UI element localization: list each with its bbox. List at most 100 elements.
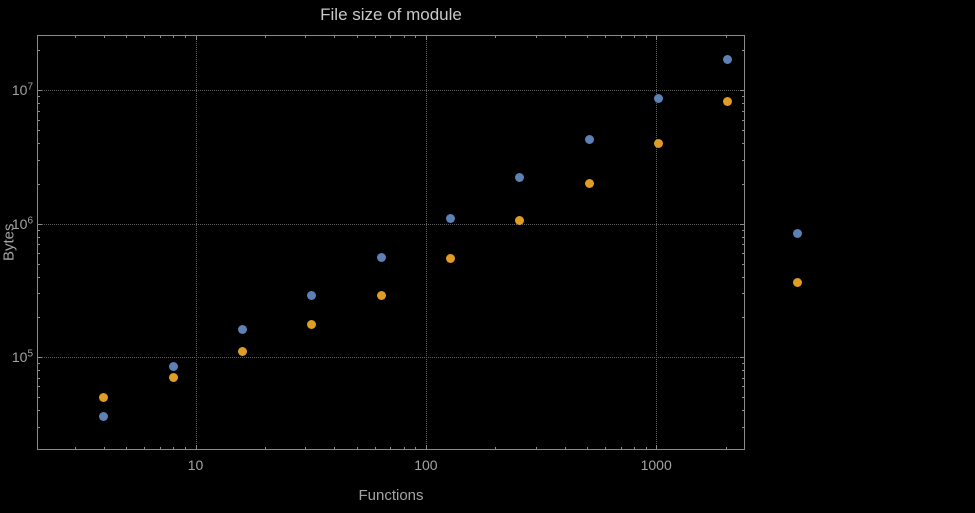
x-tick-mark — [605, 35, 607, 38]
y-tick-mark — [37, 96, 40, 98]
x-tick-mark — [633, 35, 635, 38]
y-tick-mark — [37, 160, 40, 161]
x-tick-mark — [586, 35, 588, 38]
y-tick-mark — [37, 90, 42, 92]
x-tick-mark — [495, 35, 497, 38]
gridline-vertical — [195, 35, 197, 450]
x-tick-mark — [173, 35, 175, 38]
x-tick-mark — [645, 35, 647, 38]
x-tick-label: 10 — [187, 457, 204, 473]
y-tick-mark — [742, 397, 745, 398]
x-tick-mark — [305, 447, 307, 450]
y-tick-mark — [37, 103, 40, 105]
x-tick-mark — [103, 447, 105, 450]
y-tick-mark — [37, 110, 40, 112]
y-tick-mark — [37, 386, 40, 388]
x-tick-mark — [425, 35, 427, 40]
y-tick-label: 105 — [11, 348, 33, 365]
x-tick-mark — [305, 35, 307, 38]
plot-area — [37, 35, 802, 450]
x-tick-mark — [264, 35, 266, 38]
x-tick-mark — [564, 447, 566, 450]
y-tick-mark — [37, 369, 40, 371]
plot-frame — [37, 35, 745, 450]
y-tick-mark — [742, 119, 745, 121]
y-tick-mark — [37, 316, 40, 318]
x-tick-mark — [334, 35, 336, 38]
y-tick-label: 106 — [11, 214, 33, 232]
x-tick-mark — [620, 35, 622, 38]
data-point — [99, 411, 109, 421]
x-tick-mark — [535, 447, 537, 450]
y-tick-mark — [742, 263, 745, 265]
x-tick-mark — [185, 447, 186, 450]
y-tick-mark — [37, 50, 40, 52]
x-tick-mark — [103, 35, 105, 38]
x-tick-mark — [195, 35, 197, 40]
y-tick-mark — [742, 386, 745, 388]
y-tick-mark — [37, 356, 42, 358]
y-tick-mark — [742, 244, 745, 246]
y-tick-mark — [742, 293, 745, 295]
gridline-vertical — [656, 35, 658, 450]
data-point — [238, 346, 247, 356]
y-tick-mark — [742, 229, 745, 231]
x-tick-mark — [185, 35, 186, 38]
x-tick-mark — [390, 35, 392, 38]
data-point — [446, 253, 455, 263]
y-tick-mark — [37, 143, 40, 145]
y-tick-mark — [37, 397, 40, 398]
y-tick-mark — [37, 229, 40, 231]
x-tick-label: 1000 — [640, 457, 672, 473]
data-point — [584, 134, 594, 144]
x-tick-mark — [403, 35, 405, 38]
y-tick-mark — [37, 130, 40, 132]
y-tick-mark — [37, 362, 40, 364]
y-tick-mark — [37, 183, 40, 185]
x-tick-mark — [144, 447, 146, 450]
y-tick-mark — [742, 409, 745, 411]
data-point — [238, 325, 247, 335]
x-tick-mark — [656, 35, 658, 40]
gridline-horizontal — [37, 223, 745, 225]
data-point — [515, 173, 525, 183]
x-tick-mark — [264, 447, 266, 450]
data-point — [168, 373, 178, 382]
x-tick-mark — [725, 35, 727, 38]
y-tick-mark — [37, 244, 40, 246]
y-tick-mark — [742, 160, 745, 161]
x-tick-mark — [159, 447, 161, 450]
x-tick-mark — [605, 447, 607, 450]
y-tick-mark — [37, 377, 40, 379]
data-point — [99, 392, 109, 402]
y-tick-mark — [37, 409, 40, 411]
y-tick-mark — [37, 276, 40, 278]
x-tick-mark — [390, 447, 392, 450]
y-tick-mark — [742, 96, 745, 98]
data-point — [654, 138, 664, 148]
y-tick-mark — [37, 263, 40, 265]
x-tick-mark — [126, 35, 128, 38]
y-tick-mark — [742, 369, 745, 371]
x-tick-mark — [403, 447, 405, 450]
data-point — [723, 55, 733, 65]
x-tick-mark — [633, 447, 635, 450]
x-tick-mark — [425, 445, 427, 450]
x-tick-mark — [495, 447, 497, 450]
gridline-horizontal — [37, 90, 745, 92]
y-tick-mark — [742, 362, 745, 364]
gridline-vertical — [425, 35, 427, 450]
x-tick-mark — [75, 447, 77, 450]
x-tick-mark — [356, 447, 358, 450]
data-point — [376, 252, 386, 262]
y-tick-mark — [742, 236, 745, 238]
y-tick-mark — [740, 356, 745, 358]
x-tick-label: 100 — [414, 457, 438, 473]
chart-title: File size of module — [320, 5, 462, 24]
y-tick-mark — [37, 253, 40, 255]
y-tick-label: 107 — [11, 81, 33, 99]
x-tick-mark — [75, 35, 77, 38]
x-tick-mark — [725, 447, 727, 450]
data-point — [723, 97, 733, 107]
